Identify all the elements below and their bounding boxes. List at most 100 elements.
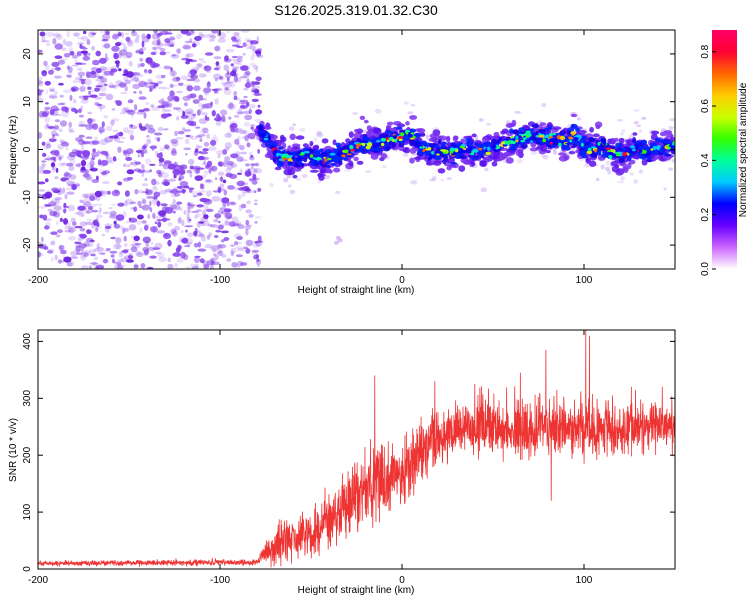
noise-speck: [175, 136, 184, 140]
noise-speck: [150, 104, 155, 108]
noise-speck: [172, 230, 178, 237]
noise-speck: [172, 198, 176, 204]
ridge-envelope: [568, 151, 576, 155]
noise-speck: [93, 256, 99, 261]
noise-speck: [245, 37, 251, 43]
noise-speck: [134, 104, 138, 111]
noise-speck: [128, 169, 136, 172]
noise-speck: [152, 63, 160, 68]
noise-speck: [185, 135, 194, 138]
noise-speck: [65, 171, 68, 177]
noise-speck: [125, 36, 131, 42]
noise-speck: [222, 200, 227, 208]
noise-speck: [214, 213, 222, 219]
noise-speck: [122, 164, 130, 168]
ridge-peak: [671, 142, 675, 146]
noise-speck: [75, 137, 83, 142]
noise-speck: [48, 138, 57, 142]
noise-speck: [88, 90, 92, 95]
ridge-peak: [587, 147, 592, 151]
ridge-core: [465, 138, 472, 143]
noise-speck: [201, 162, 208, 166]
noise-speck: [98, 126, 105, 133]
noise-speck: [221, 115, 226, 122]
noise-speck: [199, 135, 203, 142]
ridge-envelope: [515, 150, 524, 157]
noise-speck: [104, 32, 110, 36]
ridge-core: [587, 137, 594, 143]
noise-speck: [235, 55, 244, 59]
noise-speck: [200, 128, 206, 136]
noise-speck: [253, 81, 261, 85]
noise-speck: [236, 180, 245, 187]
noise-speck: [236, 58, 243, 63]
noise-speck: [54, 43, 63, 50]
noise-speck: [56, 220, 59, 226]
noise-speck: [153, 144, 158, 148]
noise-speck: [121, 228, 126, 235]
noise-speck: [123, 264, 126, 267]
noise-speck: [89, 239, 95, 243]
noise-speck: [136, 252, 144, 258]
noise-speck: [79, 45, 86, 49]
noise-speck: [206, 133, 211, 139]
noise-speck: [80, 247, 85, 254]
noise-speck: [216, 244, 223, 250]
noise-speck: [80, 80, 86, 85]
ridge-envelope: [353, 156, 359, 162]
noise-speck: [159, 47, 166, 52]
noise-speck: [210, 224, 217, 228]
ridge-envelope: [446, 165, 452, 171]
noise-speck: [206, 159, 214, 167]
noise-speck: [202, 260, 209, 264]
noise-speck: [69, 174, 77, 180]
noise-speck: [242, 246, 249, 249]
noise-speck: [224, 87, 229, 91]
noise-speck: [245, 172, 252, 177]
noise-speck: [184, 225, 194, 228]
noise-speck: [187, 204, 196, 207]
ridge-core: [258, 130, 265, 134]
noise-speck: [222, 149, 228, 155]
ridge-core: [265, 143, 271, 147]
noise-speck: [43, 158, 51, 161]
noise-speck: [242, 42, 247, 48]
noise-speck: [188, 30, 195, 35]
ridge-peak: [542, 138, 547, 143]
noise-speck: [113, 52, 117, 57]
noise-speck: [51, 168, 56, 173]
ridge-envelope: [287, 145, 292, 151]
noise-speck: [202, 87, 212, 94]
noise-speck: [167, 263, 174, 269]
noise-speck: [186, 115, 190, 118]
ridge-peak: [635, 146, 640, 149]
ridge-peak: [558, 142, 562, 147]
noise-speck: [39, 166, 46, 169]
noise-speck: [184, 108, 194, 114]
noise-speck: [169, 36, 175, 41]
ridge-envelope: [433, 160, 442, 166]
ridge-envelope: [536, 145, 544, 150]
halo-speck: [480, 187, 488, 193]
noise-speck: [255, 162, 260, 167]
noise-speck: [140, 263, 146, 269]
noise-speck: [252, 173, 257, 181]
noise-speck: [92, 123, 99, 130]
noise-speck: [57, 102, 65, 106]
noise-speck: [241, 191, 246, 198]
noise-speck: [235, 38, 242, 46]
noise-speck: [45, 178, 49, 183]
noise-speck: [230, 244, 235, 247]
noise-speck: [78, 124, 87, 127]
noise-speck: [203, 264, 210, 269]
noise-speck: [63, 89, 72, 94]
noise-speck: [250, 163, 259, 166]
noise-speck: [153, 47, 158, 54]
noise-speck: [72, 221, 77, 226]
noise-speck: [243, 130, 250, 136]
noise-speck: [93, 72, 99, 78]
noise-speck: [230, 250, 234, 257]
noise-speck: [152, 212, 156, 219]
ridge-core: [466, 141, 471, 146]
colorbar-tick-label: 0.2: [700, 207, 711, 221]
